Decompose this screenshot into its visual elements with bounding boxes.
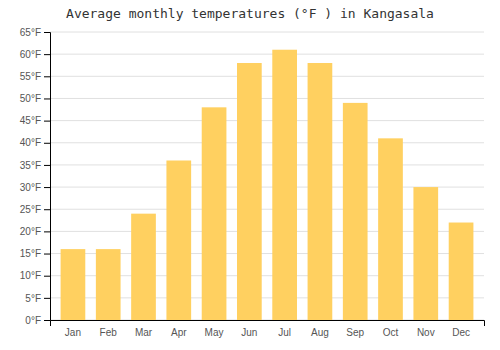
y-tick-mark	[44, 143, 50, 144]
chart: 0°F 5°F 10°F 15°F 20°F 25°F 30°F 35°F 40°F 45°F 50…	[0, 0, 500, 350]
y-tick-label: 10°F	[20, 270, 41, 281]
y-tick-label: 20°F	[20, 226, 41, 237]
y-tick-mark	[44, 32, 50, 33]
grid	[50, 32, 484, 320]
bar	[96, 249, 121, 320]
y-tick-label: 35°F	[20, 160, 41, 171]
y-tick-label: 0°F	[25, 315, 41, 326]
x-tick-label: Jan	[65, 327, 81, 338]
x-tick: Jun	[241, 327, 257, 338]
y-tick: 15°F	[20, 248, 50, 259]
y-tick-mark	[44, 121, 50, 122]
x-tick: Mar	[135, 327, 153, 338]
x-tick: Aug	[311, 327, 329, 338]
y-tick: 55°F	[20, 71, 50, 82]
x-tick: May	[205, 327, 224, 338]
y-tick-mark	[44, 187, 50, 188]
y-tick: 30°F	[20, 182, 50, 193]
y-tick-mark	[44, 320, 50, 321]
y-tick: 40°F	[20, 137, 50, 148]
y-tick: 60°F	[20, 49, 50, 60]
y-tick-label: 55°F	[20, 71, 41, 82]
x-tick-label: Aug	[311, 327, 329, 338]
y-tick-mark	[44, 209, 50, 210]
y-tick-mark	[44, 165, 50, 166]
x-tick-label: Feb	[100, 327, 118, 338]
grid-line	[50, 120, 484, 121]
bar	[202, 107, 227, 320]
y-tick-label: 30°F	[20, 182, 41, 193]
x-tick-label: Dec	[452, 327, 470, 338]
y-tick: 0°F	[25, 315, 50, 326]
x-tick: Feb	[100, 327, 118, 338]
bar	[449, 223, 474, 320]
y-tick-mark	[44, 254, 50, 255]
grid-line	[50, 142, 484, 143]
x-tick-label: Apr	[171, 327, 187, 338]
y-tick: 20°F	[20, 226, 50, 237]
y-tick-label: 50°F	[20, 93, 41, 104]
grid-line	[50, 54, 484, 55]
bar	[378, 138, 403, 320]
y-tick: 35°F	[20, 160, 50, 171]
bar	[308, 63, 333, 320]
grid-line	[50, 98, 484, 99]
y-tick-label: 40°F	[20, 137, 41, 148]
y-tick-label: 5°F	[25, 293, 41, 304]
x-tick-label: Sep	[346, 327, 364, 338]
x-tick: Jan	[65, 327, 81, 338]
bar	[237, 63, 262, 320]
y-tick-mark	[44, 98, 50, 99]
grid-line	[50, 32, 484, 33]
y-tick-mark	[44, 76, 50, 77]
bars	[61, 50, 474, 320]
x-tick-label: Mar	[135, 327, 153, 338]
x-tick: Nov	[417, 327, 435, 338]
y-tick: 45°F	[20, 115, 50, 126]
x-tick: Oct	[383, 327, 399, 338]
y-tick-mark	[44, 298, 50, 299]
bar	[131, 214, 156, 320]
grid-line	[50, 76, 484, 77]
y-tick-mark	[44, 276, 50, 277]
y-tick: 25°F	[20, 204, 50, 215]
x-tick-label: Nov	[417, 327, 435, 338]
y-tick-mark	[44, 231, 50, 232]
x-tick-label: Oct	[383, 327, 399, 338]
bar	[413, 187, 438, 320]
bar	[343, 103, 368, 320]
x-tick: Sep	[346, 327, 364, 338]
x-tick-label: Jun	[241, 327, 257, 338]
bar	[61, 249, 86, 320]
title: Average monthly temperatures (°F ) in Ka…	[66, 6, 434, 21]
plot: 0°F 5°F 10°F 15°F 20°F 25°F 30°F 35°F 40°F 45°F 50…	[20, 27, 485, 338]
x-tick: Jul	[278, 327, 291, 338]
y-axis-line	[44, 33, 51, 321]
x-tick: Apr	[171, 327, 187, 338]
x-axis: Jan Feb Mar Apr May Jun Jul Aug Sep Oct Nov Dec	[51, 321, 485, 339]
y-tick: 5°F	[25, 293, 50, 304]
grid-line	[50, 164, 484, 165]
y-tick-label: 25°F	[20, 204, 41, 215]
y-tick-label: 45°F	[20, 115, 41, 126]
bar	[166, 160, 191, 320]
x-tick-label: May	[205, 327, 224, 338]
x-axis-line	[51, 321, 485, 327]
y-axis: 0°F 5°F 10°F 15°F 20°F 25°F 30°F 35°F 40°F 45°F 50…	[20, 27, 51, 326]
y-tick: 50°F	[20, 93, 50, 104]
y-tick-label: 15°F	[20, 248, 41, 259]
x-tick-label: Jul	[278, 327, 291, 338]
bar	[272, 50, 297, 320]
y-tick: 65°F	[20, 27, 50, 38]
y-tick-label: 65°F	[20, 27, 41, 38]
x-tick: Dec	[452, 327, 470, 338]
y-tick: 10°F	[20, 270, 50, 281]
y-tick-label: 60°F	[20, 49, 41, 60]
y-tick-mark	[44, 54, 50, 55]
